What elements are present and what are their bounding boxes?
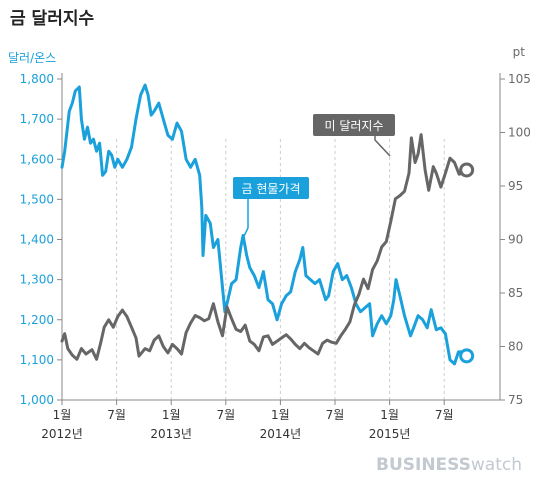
chart-title: 금 달러지수 — [10, 9, 95, 29]
left-tick-label: 1,100 — [20, 353, 54, 367]
x-tick-label: 7월 — [216, 408, 235, 422]
x-tick-label: 1월 — [271, 408, 290, 422]
right-axis-unit: pt — [513, 45, 526, 59]
x-tick-label: 7월 — [435, 408, 454, 422]
right-tick-label: 85 — [508, 286, 523, 300]
right-tick-label: 90 — [508, 233, 523, 247]
brand-part1: BUSINESS — [375, 455, 471, 475]
gold-price-line — [60, 83, 469, 366]
left-tick-label: 1,500 — [20, 192, 54, 206]
x-year-label: 2015년 — [369, 427, 411, 441]
x-year-label: 2012년 — [41, 427, 83, 441]
left-tick-label: 1,700 — [20, 112, 54, 126]
x-tick-label: 1월 — [162, 408, 181, 422]
left-tick-label: 1,300 — [20, 273, 54, 287]
gold-callout-label: 금 현물가격 — [241, 182, 300, 196]
left-tick-label: 1,600 — [20, 152, 54, 166]
x-tick-label: 7월 — [107, 408, 126, 422]
gold-callout-leader — [243, 199, 249, 237]
x-year-label: 2013년 — [150, 427, 192, 441]
right-tick-label: 95 — [508, 179, 523, 193]
annotations: 금 현물가격 미 달러지수 — [233, 114, 395, 237]
series-lines — [60, 83, 475, 366]
right-tick-label: 105 — [508, 72, 531, 86]
dollar-callout-label: 미 달러지수 — [324, 119, 383, 133]
x-tick-label: 7월 — [326, 408, 345, 422]
left-tick-label: 1,000 — [20, 393, 54, 407]
x-tick-label: 1월 — [380, 408, 399, 422]
dollar-callout-leader — [374, 136, 391, 157]
gold-callout-box — [233, 177, 309, 199]
dollar-callout-box — [313, 114, 395, 136]
axes: 1월 2012년 7월 1월 2013년 7월 1월 2014년 7월 1월 2015년 7월 1,00… — [20, 72, 531, 441]
brand-logo: BUSINESSwatch — [376, 455, 522, 475]
gold-end-marker — [459, 348, 475, 364]
x-tick-label: 1월 — [53, 408, 72, 422]
x-year-label: 2014년 — [260, 427, 302, 441]
dollar-end-marker — [459, 162, 475, 178]
left-axis-unit: 달러/온스 — [8, 51, 56, 65]
left-tick-label: 1,400 — [20, 233, 54, 247]
right-tick-label: 75 — [508, 393, 523, 407]
dollar-callout: 미 달러지수 — [313, 114, 395, 157]
left-tick-label: 1,200 — [20, 313, 54, 327]
gold-callout: 금 현물가격 — [233, 177, 309, 237]
dollar-index-line — [60, 133, 469, 361]
left-tick-label: 1,800 — [20, 72, 54, 86]
right-tick-label: 80 — [508, 340, 523, 354]
brand-part2: watch — [470, 455, 522, 475]
right-tick-label: 100 — [508, 126, 531, 140]
